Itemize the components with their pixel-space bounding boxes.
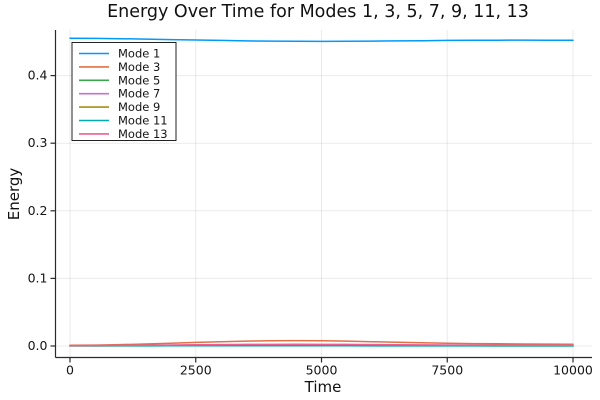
series-line-mode-13 [69,343,574,347]
series-line-mode-1 [69,37,574,43]
x-tick-label: 2500 [180,363,212,378]
y-tick-label: 0.4 [28,68,48,83]
x-tick-label: 0 [66,363,74,378]
x-tick-label: 5000 [306,363,338,378]
x-tick-label: 7500 [431,363,463,378]
legend-label: Mode 9 [118,100,160,114]
legend-label: Mode 13 [118,127,168,141]
legend-label: Mode 1 [118,47,160,61]
y-tick-label: 0.1 [28,270,48,285]
chart-title: Energy Over Time for Modes 1, 3, 5, 7, 9… [107,2,529,22]
legend-label: Mode 7 [118,87,160,101]
y-tick-label: 0.0 [28,338,48,353]
legend-label: Mode 11 [118,114,168,128]
legend-box [71,42,177,141]
y-tick-label: 0.2 [28,203,48,218]
y-tick-label: 0.3 [28,135,48,150]
legend-label: Mode 3 [118,60,160,74]
x-axis-label: Time [304,378,342,396]
x-tick-label: 10000 [553,363,593,378]
y-axis-label: Energy [5,167,23,221]
legend-label: Mode 5 [118,73,160,87]
series-line-mode-3 [69,339,574,347]
